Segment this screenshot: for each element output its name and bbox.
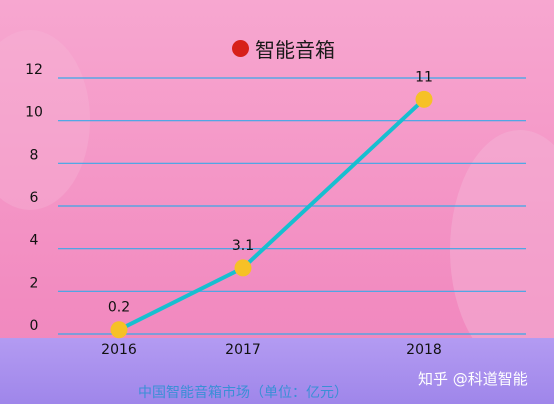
data-label: 3.1	[232, 238, 254, 254]
legend: 智能音箱	[232, 34, 335, 63]
x-tick-label: 2017	[225, 342, 261, 358]
y-tick-label: 6	[30, 190, 39, 206]
y-tick-label: 12	[25, 62, 43, 78]
data-point	[234, 259, 252, 277]
y-tick-label: 10	[25, 105, 43, 121]
data-point	[110, 321, 128, 339]
x-tick-label: 2016	[101, 342, 137, 358]
watermark: 知乎 @科道智能	[418, 370, 528, 388]
y-tick-label: 2	[30, 275, 39, 291]
y-tick-label: 4	[30, 233, 39, 249]
data-label: 11	[415, 69, 433, 85]
legend-label: 智能音箱	[255, 38, 335, 62]
data-point	[415, 90, 433, 108]
y-tick-label: 8	[30, 147, 39, 163]
data-label: 0.2	[108, 300, 130, 316]
x-tick-label: 2018	[406, 342, 442, 358]
series-line	[117, 97, 426, 332]
legend-marker-icon	[232, 40, 249, 57]
chart-caption: 中国智能音箱市场（单位：亿元）	[138, 385, 348, 401]
y-tick-label: 0	[30, 318, 39, 334]
